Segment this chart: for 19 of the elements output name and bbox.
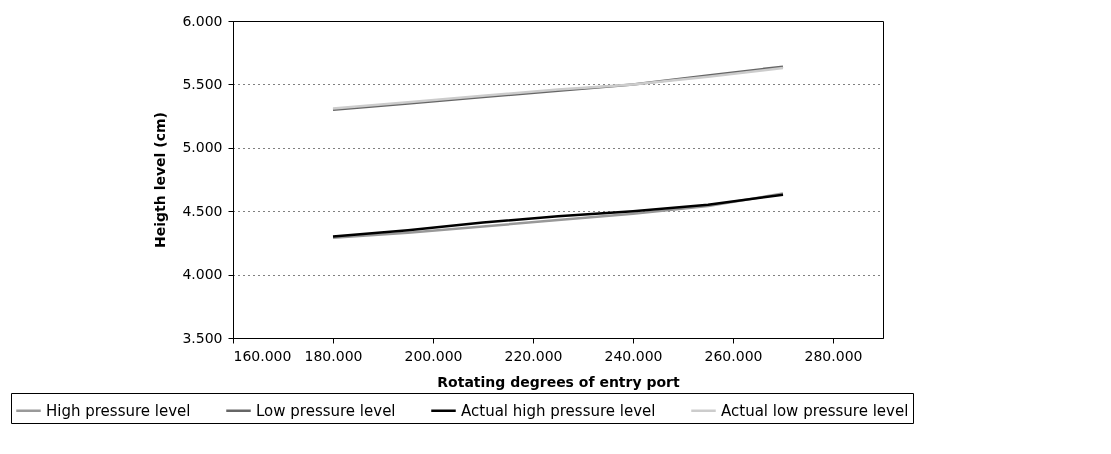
y-tick-label: 5.500 [182, 75, 223, 92]
y-tick-label: 3.500 [182, 329, 223, 346]
legend-label: High pressure level [46, 401, 191, 420]
x-tick-label: 220.000 [504, 347, 563, 364]
x-tick-label: 240.000 [604, 347, 663, 364]
x-tick-label: 180.000 [304, 347, 363, 364]
x-tick-label: 260.000 [704, 347, 763, 364]
x-tick-label: 160.000 [233, 347, 292, 364]
x-tick-label: 200.000 [404, 347, 463, 364]
legend-label: Low pressure level [256, 401, 396, 420]
y-tick-label: 4.000 [182, 266, 223, 283]
y-tick-label: 6.000 [182, 12, 223, 29]
y-axis-title: Heigth level (cm) [152, 112, 169, 248]
legend-label: Actual high pressure level [461, 401, 656, 420]
legend-label: Actual low pressure level [721, 401, 909, 420]
y-tick-label: 4.500 [182, 202, 223, 219]
x-axis-title: Rotating degrees of entry port [437, 373, 681, 390]
y-tick-label: 5.000 [182, 139, 223, 156]
x-tick-label: 280.000 [804, 347, 863, 364]
